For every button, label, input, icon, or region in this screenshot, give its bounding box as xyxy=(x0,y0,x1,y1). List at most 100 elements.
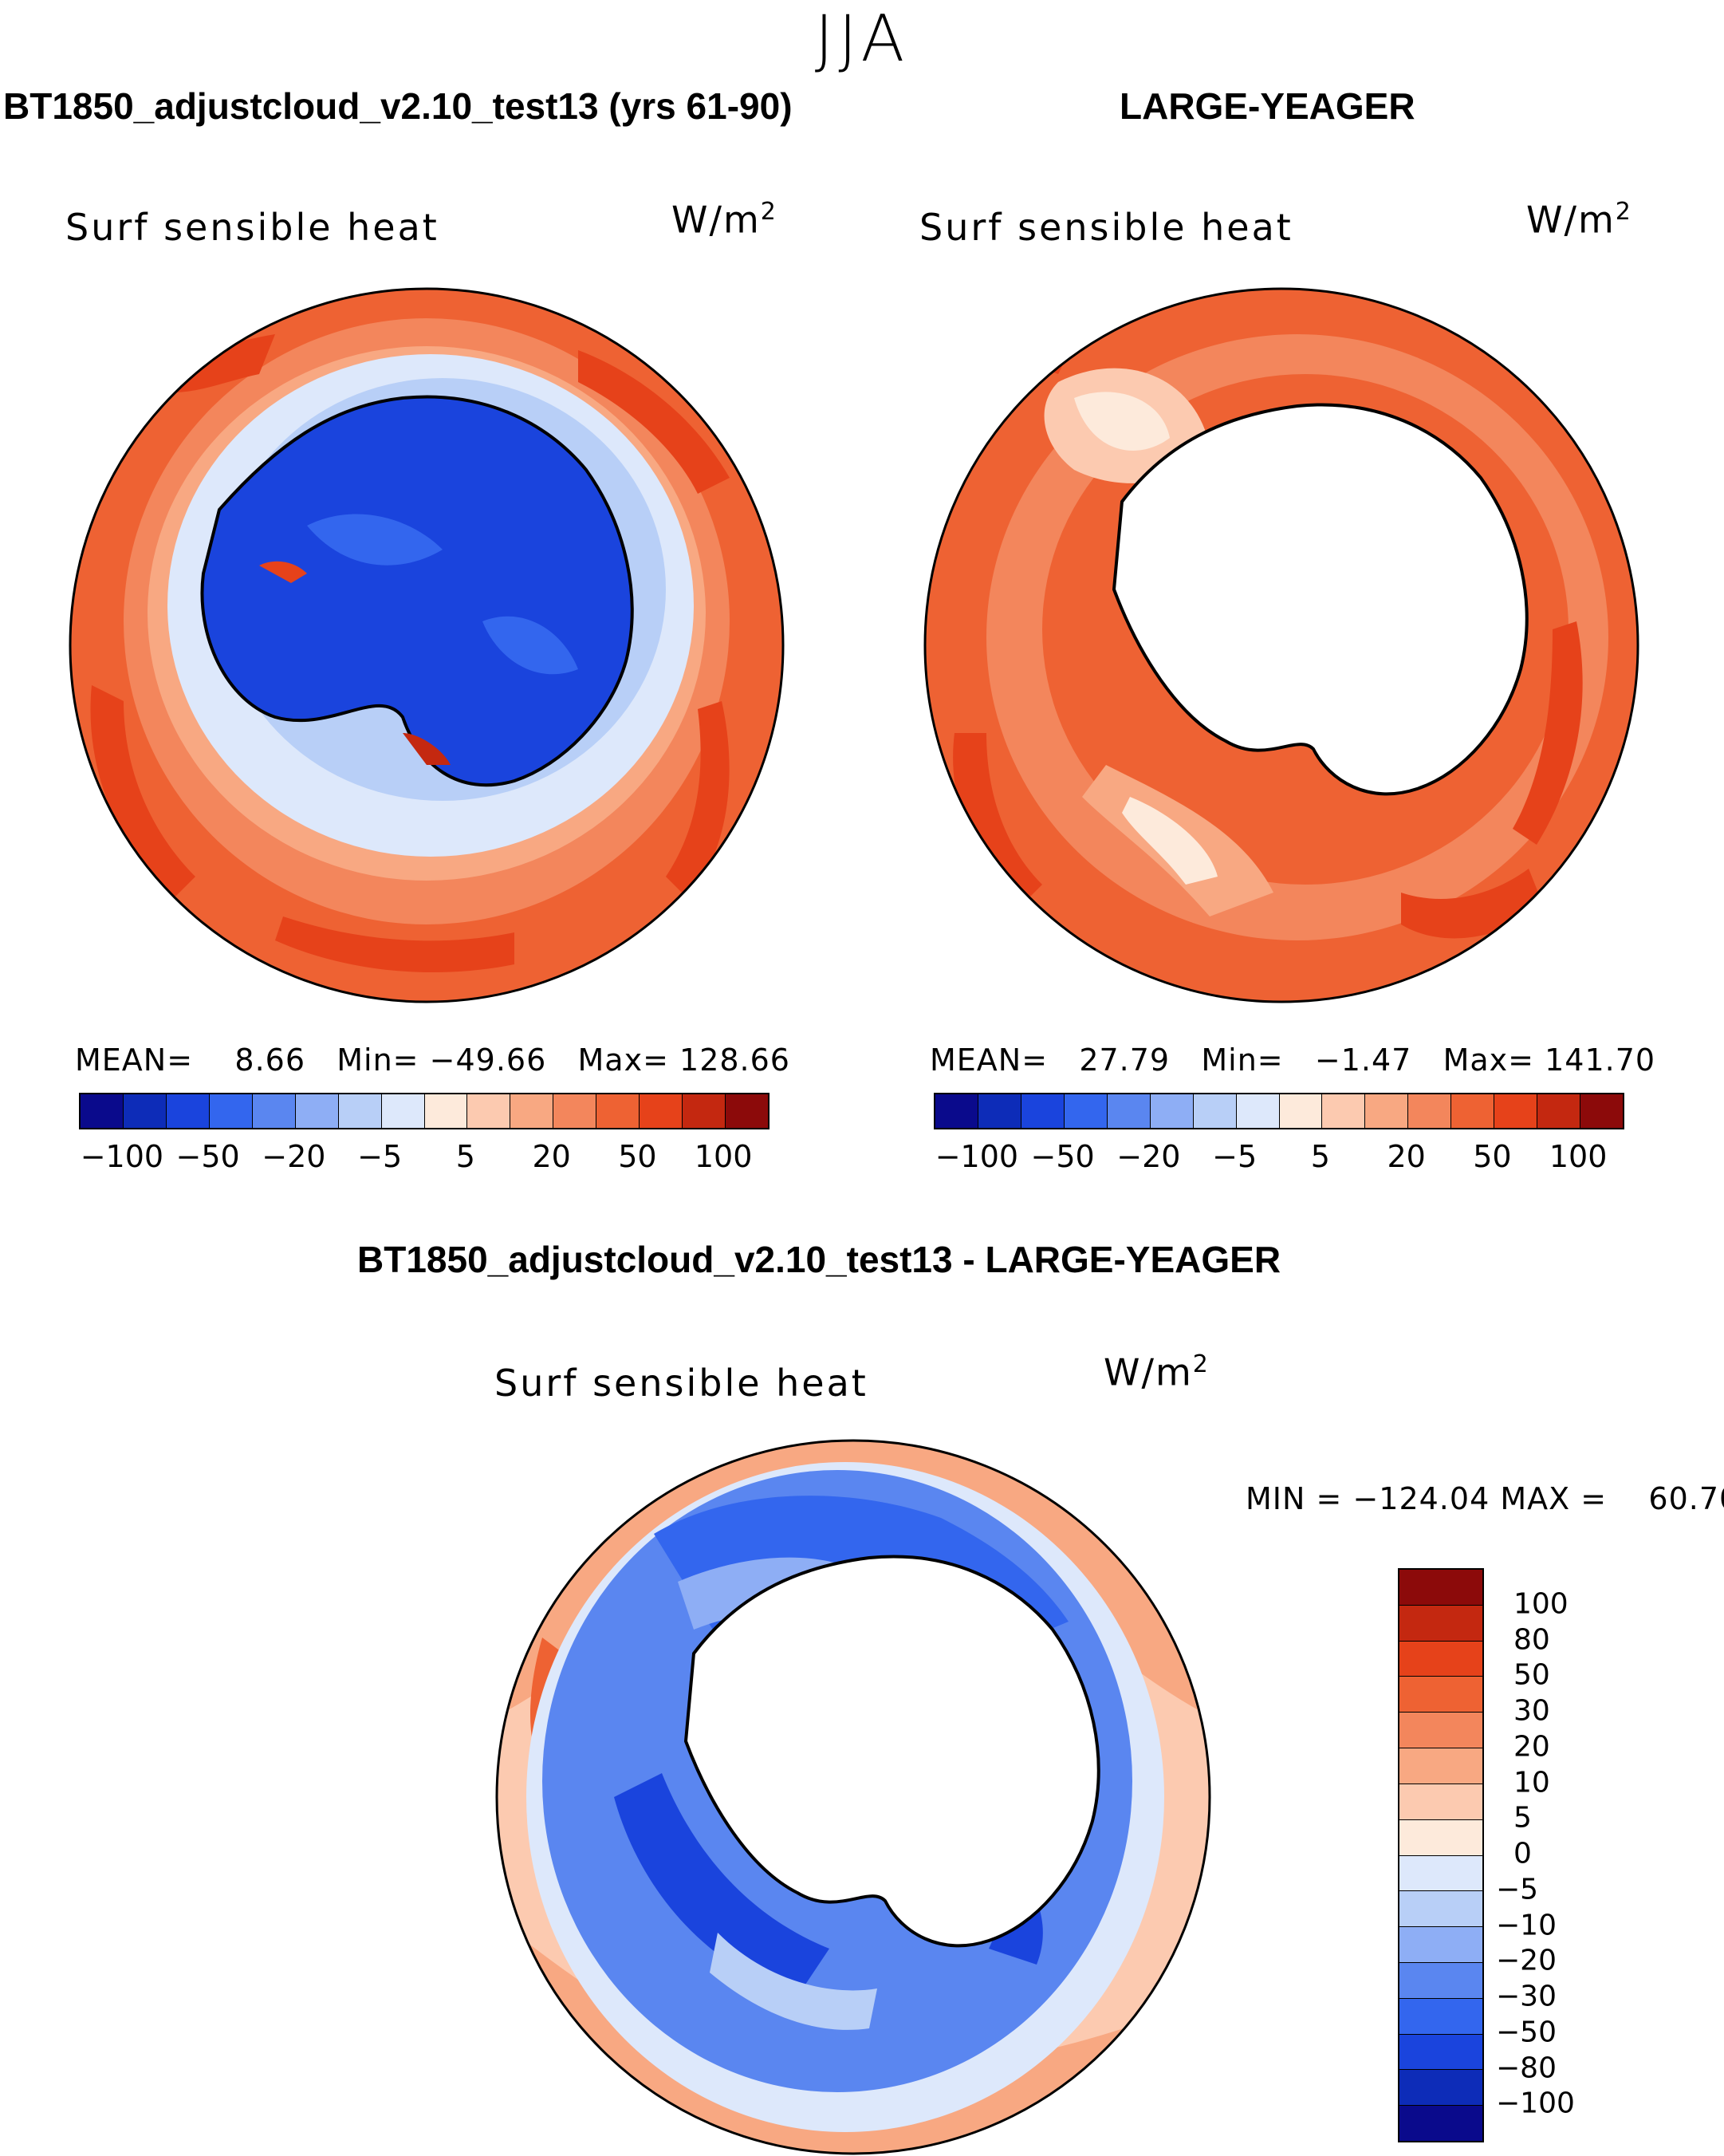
colorbar-swatch xyxy=(935,1094,978,1128)
colorbar-swatch xyxy=(1399,1962,1482,1999)
colorbar-tick-label: −80 xyxy=(1496,2052,1557,2084)
colorbar-swatch xyxy=(81,1094,124,1128)
colorbar-swatch xyxy=(596,1094,640,1128)
colorbar-tick-label: −30 xyxy=(1496,1980,1557,2013)
obs-variable-label: Surf sensible heat xyxy=(919,206,1293,249)
antarctica-diff xyxy=(683,1555,1100,1948)
colorbar-swatch xyxy=(1279,1094,1323,1128)
colorbar-tick-label: 100 xyxy=(1549,1139,1608,1174)
colorbar-swatch xyxy=(252,1094,296,1128)
obs-panel-title: LARGE-YEAGER xyxy=(1120,85,1415,127)
colorbar-swatch xyxy=(1399,1748,1482,1784)
obs-colorbar xyxy=(934,1093,1624,1129)
colorbar-swatch xyxy=(726,1094,768,1128)
obs-units: W/m2 xyxy=(1526,198,1632,242)
colorbar-tick-label: −100 xyxy=(80,1139,164,1174)
colorbar-swatch xyxy=(1399,1677,1482,1713)
colorbar-tick-label: −50 xyxy=(1496,2016,1557,2049)
colorbar-tick-label: −100 xyxy=(935,1139,1019,1174)
model-map xyxy=(69,287,785,1003)
colorbar-swatch xyxy=(123,1094,167,1128)
colorbar-swatch xyxy=(1399,1998,1482,2035)
colorbar-swatch xyxy=(683,1094,726,1128)
colorbar-swatch xyxy=(553,1094,597,1128)
colorbar-swatch xyxy=(295,1094,339,1128)
colorbar-swatch xyxy=(1021,1094,1065,1128)
colorbar-swatch xyxy=(1399,1570,1482,1606)
colorbar-tick-label: −50 xyxy=(1030,1139,1095,1174)
colorbar-tick-label: 20 xyxy=(1513,1730,1550,1764)
colorbar-tick-label: −10 xyxy=(1496,1909,1557,1941)
colorbar-tick-label: −20 xyxy=(1116,1139,1181,1174)
colorbar-tick-label: 5 xyxy=(455,1139,475,1174)
colorbar-swatch xyxy=(1064,1094,1108,1128)
model-colorbar xyxy=(79,1093,770,1129)
obs-map xyxy=(923,287,1639,1003)
diff-units: W/m2 xyxy=(1104,1350,1210,1394)
model-units: W/m2 xyxy=(671,198,777,242)
colorbar-tick-label: 30 xyxy=(1513,1694,1550,1728)
colorbar-swatch xyxy=(467,1094,511,1128)
obs-stats: MEAN= 27.79 Min= −1.47 Max= 141.70 xyxy=(930,1043,1656,1078)
diff-colorbar xyxy=(1398,1568,1484,2142)
obs-colorbar-ticks: −100 −50 −20 −5 5 20 50 100 xyxy=(934,1139,1621,1176)
colorbar-swatch xyxy=(1580,1094,1623,1128)
colorbar-tick-label: −100 xyxy=(1496,2087,1575,2120)
colorbar-swatch xyxy=(1399,2070,1482,2107)
colorbar-tick-label: −5 xyxy=(1496,1873,1539,1906)
colorbar-swatch xyxy=(1451,1094,1495,1128)
colorbar-tick-label: 20 xyxy=(1387,1139,1426,1174)
colorbar-swatch xyxy=(1399,1891,1482,1928)
model-variable-label: Surf sensible heat xyxy=(65,206,439,249)
colorbar-swatch xyxy=(338,1094,382,1128)
model-stats: MEAN= 8.66 Min= −49.66 Max= 128.66 xyxy=(75,1043,790,1078)
colorbar-swatch xyxy=(1399,1927,1482,1963)
colorbar-swatch xyxy=(510,1094,554,1128)
colorbar-tick-label: 50 xyxy=(1513,1658,1550,1692)
diff-variable-label: Surf sensible heat xyxy=(494,1362,868,1405)
colorbar-swatch xyxy=(1399,1784,1482,1820)
colorbar-swatch xyxy=(424,1094,468,1128)
colorbar-tick-label: −5 xyxy=(1212,1139,1258,1174)
colorbar-tick-label: 0 xyxy=(1513,1837,1532,1870)
colorbar-tick-label: 100 xyxy=(694,1139,753,1174)
colorbar-swatch xyxy=(1399,2106,1482,2141)
colorbar-tick-label: 80 xyxy=(1513,1623,1550,1656)
colorbar-swatch xyxy=(166,1094,210,1128)
colorbar-tick-label: 50 xyxy=(618,1139,657,1174)
colorbar-swatch xyxy=(1150,1094,1194,1128)
colorbar-swatch xyxy=(1494,1094,1538,1128)
diff-colorbar-ticks: 100 80 50 30 20 10 5 0 −5 −10 −20 −30 −50 −80 −100 xyxy=(1496,1568,1655,2139)
colorbar-swatch xyxy=(1107,1094,1151,1128)
colorbar-swatch xyxy=(1322,1094,1366,1128)
colorbar-swatch xyxy=(1399,1855,1482,1892)
colorbar-swatch xyxy=(1399,1819,1482,1856)
colorbar-swatch xyxy=(1399,1605,1482,1642)
colorbar-swatch xyxy=(640,1094,683,1128)
colorbar-tick-label: 50 xyxy=(1473,1139,1512,1174)
colorbar-tick-label: 5 xyxy=(1310,1139,1330,1174)
colorbar-swatch xyxy=(1399,1713,1482,1749)
model-panel-title: BT1850_adjustcloud_v2.10_test13 (yrs 61-… xyxy=(3,85,793,127)
colorbar-swatch xyxy=(1399,2034,1482,2071)
colorbar-swatch xyxy=(1537,1094,1581,1128)
colorbar-tick-label: −20 xyxy=(1496,1944,1557,1977)
colorbar-tick-label: −20 xyxy=(262,1139,326,1174)
colorbar-swatch xyxy=(381,1094,425,1128)
colorbar-swatch xyxy=(209,1094,253,1128)
colorbar-swatch xyxy=(978,1094,1021,1128)
colorbar-swatch xyxy=(1193,1094,1237,1128)
season-title: JJA xyxy=(814,2,910,76)
colorbar-swatch xyxy=(1365,1094,1409,1128)
diff-panel-title: BT1850_adjustcloud_v2.10_test13 - LARGE-… xyxy=(357,1239,1281,1280)
colorbar-swatch xyxy=(1236,1094,1280,1128)
colorbar-tick-label: 20 xyxy=(532,1139,571,1174)
colorbar-tick-label: 100 xyxy=(1513,1587,1569,1621)
colorbar-tick-label: −50 xyxy=(175,1139,240,1174)
colorbar-swatch xyxy=(1399,1641,1482,1677)
colorbar-tick-label: −5 xyxy=(357,1139,403,1174)
colorbar-swatch xyxy=(1408,1094,1452,1128)
antarctica-obs xyxy=(1112,403,1529,796)
diff-map xyxy=(495,1439,1211,2155)
colorbar-tick-label: 10 xyxy=(1513,1766,1550,1799)
